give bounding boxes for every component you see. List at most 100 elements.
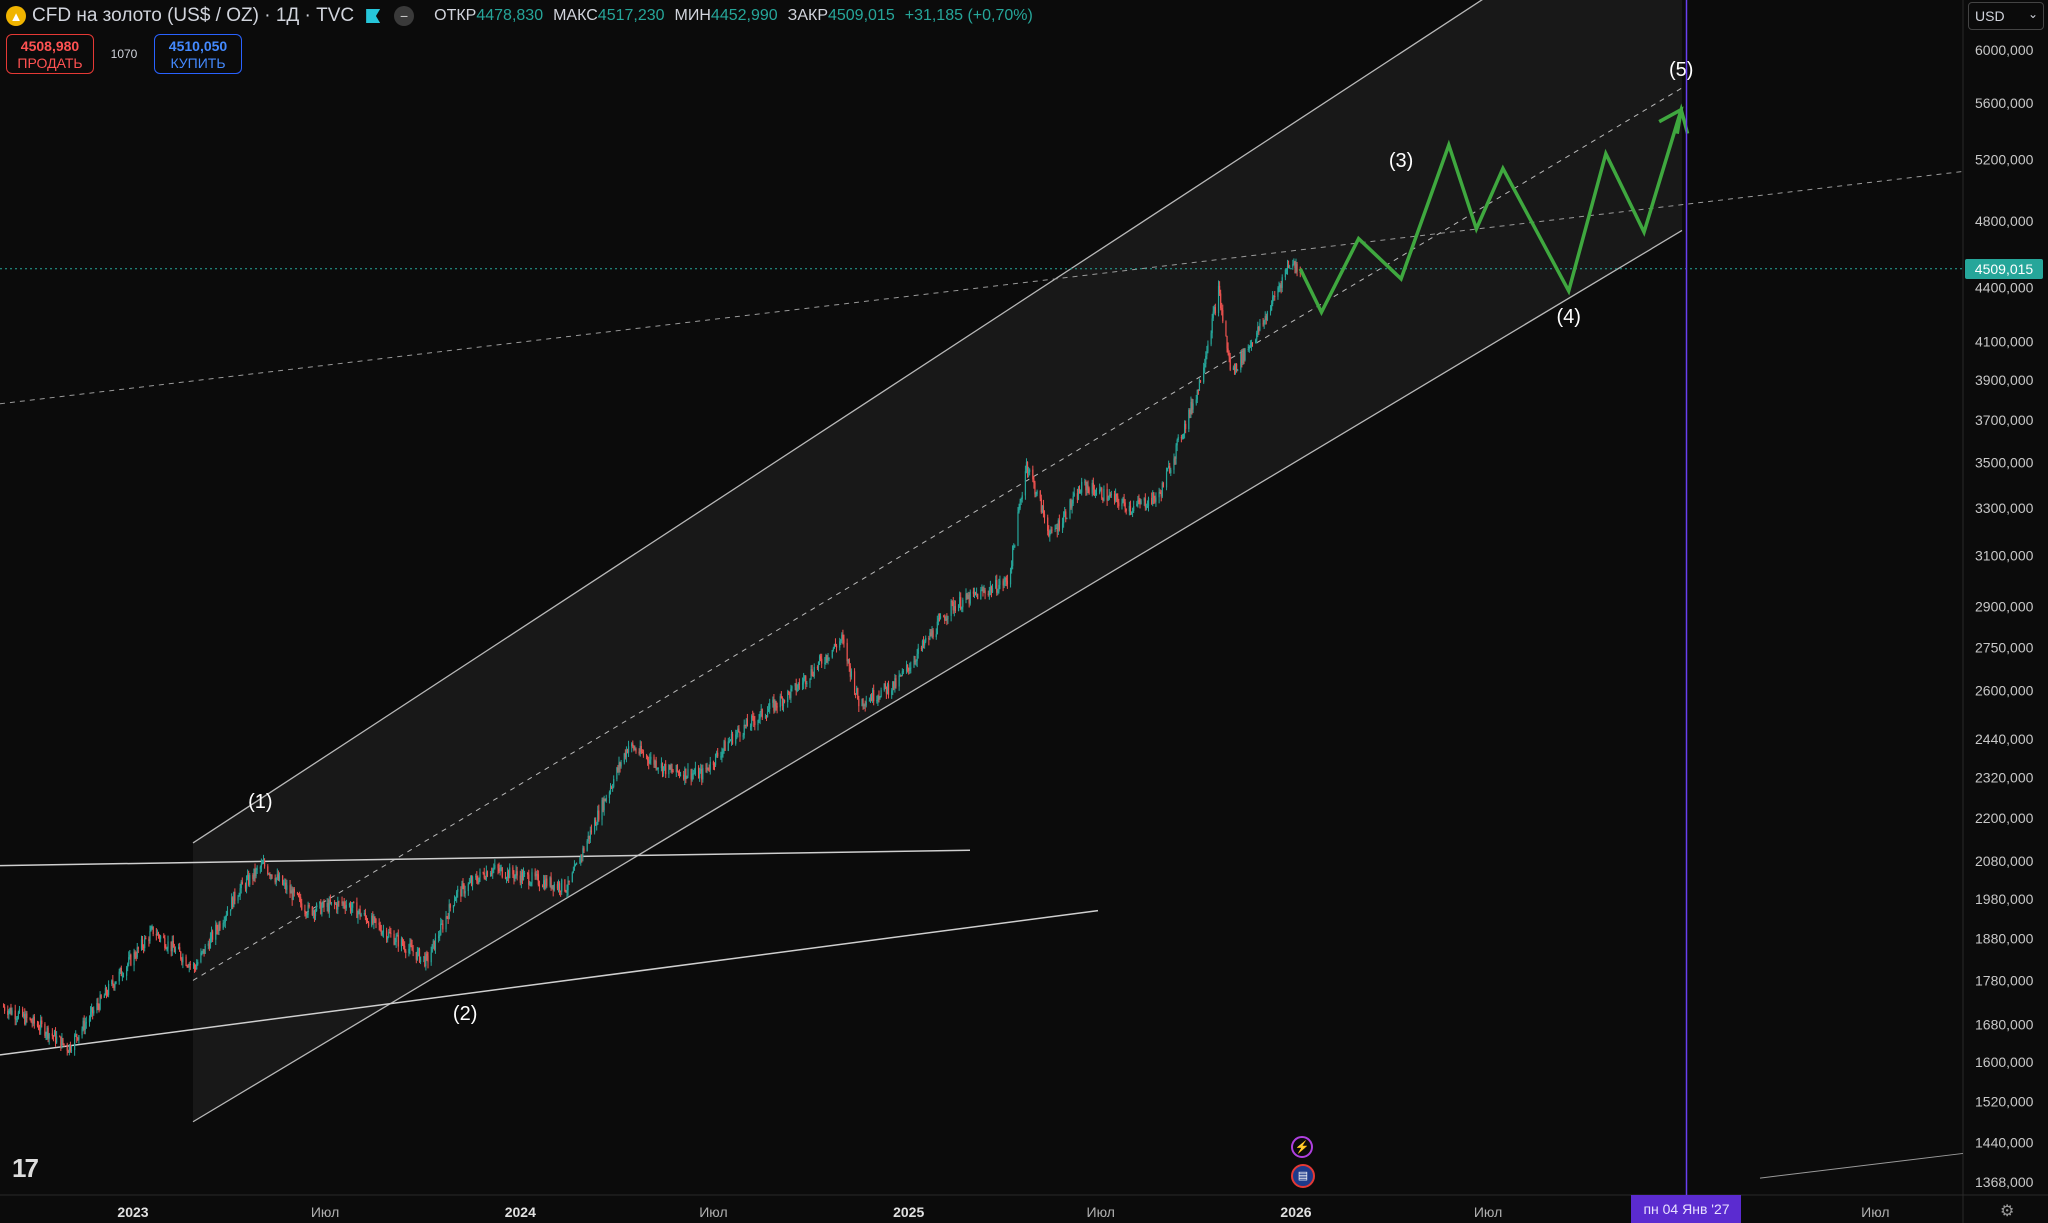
candle-body: [1029, 469, 1031, 473]
gear-icon[interactable]: ⚙: [2000, 1203, 2015, 1220]
candle-body: [1153, 492, 1155, 499]
candle-body: [328, 900, 330, 912]
candle-body: [285, 882, 287, 890]
candle-body: [877, 696, 879, 700]
candle-body: [707, 767, 709, 770]
candle-body: [122, 975, 125, 977]
candle-body: [96, 1003, 98, 1011]
candle-body: [464, 891, 466, 894]
candle-body: [825, 655, 827, 663]
candle-body: [408, 948, 410, 953]
candle-body: [898, 675, 900, 687]
y-tick-label: 4800,000: [1975, 213, 2034, 229]
candle-body: [1057, 520, 1059, 532]
candle-body: [1107, 499, 1109, 501]
candle-body: [305, 912, 307, 916]
candle-body: [760, 709, 762, 712]
candle-body: [627, 746, 630, 753]
candle-body: [765, 716, 768, 718]
candle-body: [997, 591, 999, 593]
candle-body: [449, 904, 451, 908]
candle-body: [893, 681, 895, 689]
currency-select[interactable]: USD ⌄: [1968, 2, 2044, 30]
flag-icon[interactable]: [366, 9, 381, 23]
candle-body: [810, 669, 812, 679]
candle-body: [850, 671, 852, 677]
candle-body: [625, 749, 628, 758]
us-flag-event-icon[interactable]: ▤: [1291, 1164, 1315, 1188]
candle-body: [557, 883, 560, 889]
candle-body: [209, 936, 212, 949]
candle-body: [679, 774, 682, 776]
candle-body: [348, 904, 351, 906]
candle-body: [794, 683, 796, 687]
buy-label: КУПИТЬ: [170, 55, 226, 71]
candle-body: [761, 709, 763, 718]
candle-body: [653, 756, 655, 765]
candle-body: [880, 690, 882, 698]
symbol-title[interactable]: CFD на золото (US$ / OZ) · 1Д · TVC: [32, 5, 355, 26]
candle-body: [440, 923, 442, 936]
y-tick-label: 1368,000: [1975, 1174, 2034, 1190]
candle-body: [1072, 496, 1074, 504]
candle-body: [395, 936, 397, 943]
candle-body: [254, 868, 256, 877]
candle-body: [1019, 501, 1021, 509]
candle-body: [308, 905, 310, 907]
candle-body: [290, 890, 292, 894]
candle-body: [694, 767, 696, 774]
candle-body: [832, 648, 834, 650]
candle-body: [358, 909, 360, 913]
candle-body: [134, 952, 136, 958]
candle-body: [575, 862, 578, 865]
candle-body: [255, 868, 257, 877]
candle-body: [98, 1005, 100, 1010]
lightning-event-icon[interactable]: ⚡: [1291, 1136, 1313, 1158]
hide-icon[interactable]: −: [394, 6, 415, 26]
symbol-legend: ▲ CFD на золото (US$ / OZ) · 1Д · TVC − …: [6, 2, 1033, 30]
candle-body: [1095, 493, 1098, 495]
candle-body: [441, 923, 443, 925]
candle-body: [969, 591, 971, 604]
candle-body: [753, 716, 755, 722]
candle-body: [446, 916, 448, 918]
candle-body: [907, 665, 909, 668]
candle-body: [727, 741, 729, 751]
candle-body: [746, 719, 748, 727]
candle-body: [84, 1023, 86, 1031]
candle-body: [821, 658, 823, 664]
candle-body: [434, 937, 437, 950]
sell-button[interactable]: 4508,980 ПРОДАТЬ: [6, 34, 94, 74]
y-tick-label: 6000,000: [1975, 42, 2034, 58]
candle-body: [1128, 505, 1131, 512]
candle-body: [676, 764, 678, 772]
candle-body: [1091, 482, 1093, 494]
candle-body: [63, 1043, 65, 1045]
candle-body: [1206, 351, 1208, 356]
candle-body: [687, 769, 689, 777]
candle-body: [552, 885, 554, 891]
candle-body: [238, 895, 240, 897]
candle-body: [1027, 472, 1030, 474]
candle-body: [847, 659, 849, 662]
candle-body: [1295, 264, 1297, 268]
candle-body: [39, 1029, 41, 1031]
candle-body: [158, 935, 161, 939]
candle-body: [195, 968, 197, 970]
projection-path: [1298, 103, 1690, 317]
tradingview-logo-icon[interactable]: 17: [12, 1153, 39, 1183]
candle-body: [223, 922, 225, 924]
candle-body: [118, 971, 120, 982]
candle-body: [848, 659, 850, 667]
candle-body: [25, 1013, 27, 1025]
candle-body: [596, 824, 598, 826]
buy-button[interactable]: 4510,050 КУПИТЬ: [154, 34, 242, 74]
candle-body: [930, 632, 932, 636]
candle-body: [869, 697, 872, 701]
candle-body: [70, 1050, 73, 1052]
candle-body: [656, 768, 658, 770]
candle-body: [967, 594, 969, 599]
candle-body: [795, 683, 797, 692]
candle-body: [1180, 436, 1182, 439]
